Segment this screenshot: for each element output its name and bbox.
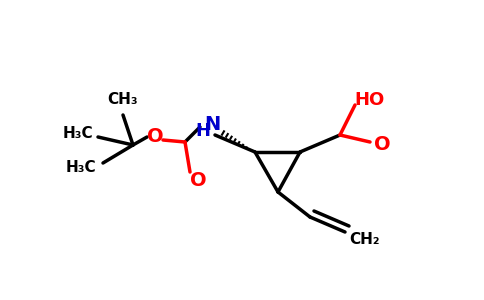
Text: O: O [190,170,206,190]
Text: HO: HO [355,91,385,109]
Text: H₃C: H₃C [63,125,93,140]
Text: N: N [204,116,220,134]
Text: CH₃: CH₃ [107,92,138,107]
Text: CH₂: CH₂ [350,232,380,247]
Text: O: O [147,128,163,146]
Text: H₃C: H₃C [66,160,96,175]
Text: H: H [196,122,211,140]
Text: O: O [374,136,390,154]
